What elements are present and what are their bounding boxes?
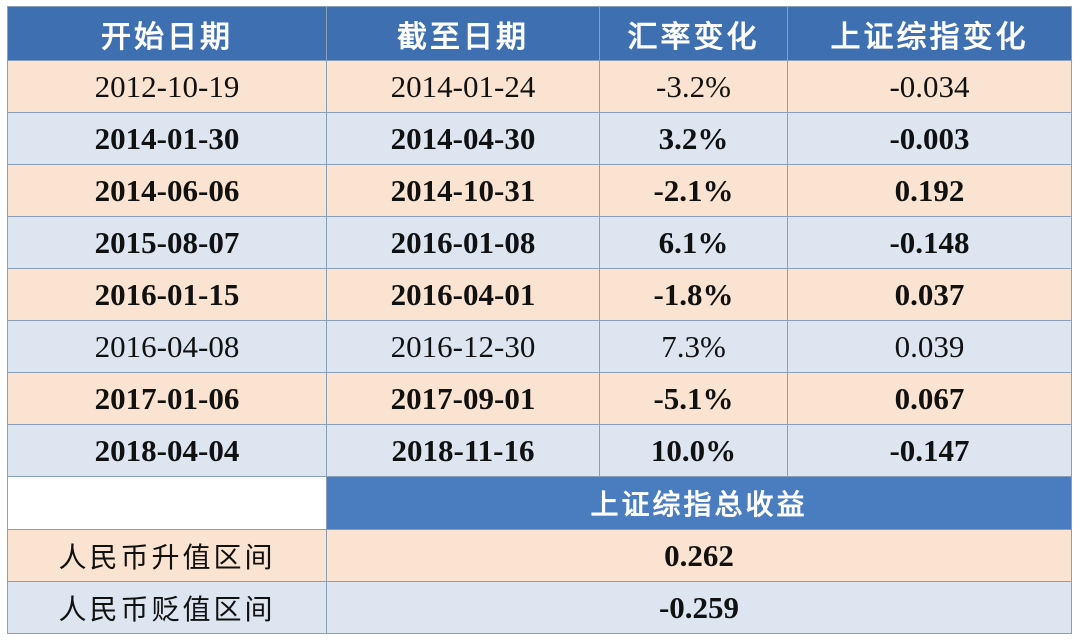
cell-end-date: 2018-11-16 — [326, 424, 600, 477]
cell-end-date: 2016-01-08 — [326, 216, 600, 269]
cell-fx-change: -5.1% — [599, 372, 788, 425]
cell-sse-change: 0.039 — [787, 320, 1072, 373]
cell-fx-change: 7.3% — [599, 320, 788, 373]
cell-end-date: 2014-04-30 — [326, 112, 600, 165]
cell-sse-change: -0.003 — [787, 112, 1072, 165]
cell-sse-change: 0.037 — [787, 268, 1072, 321]
header-sse-change: 上证综指变化 — [787, 6, 1072, 61]
header-end-date: 截至日期 — [326, 6, 600, 61]
cell-sse-change: 0.067 — [787, 372, 1072, 425]
fx-sse-table: 开始日期 截至日期 汇率变化 上证综指变化 2012-10-19 2014-01… — [7, 6, 1072, 634]
cell-start-date: 2017-01-06 — [7, 372, 327, 425]
cell-sse-change: 0.192 — [787, 164, 1072, 217]
cell-start-date: 2016-04-08 — [7, 320, 327, 373]
cell-sse-change: -0.147 — [787, 424, 1072, 477]
cell-end-date: 2017-09-01 — [326, 372, 600, 425]
depreciation-label: 人民币贬值区间 — [7, 581, 327, 634]
summary-row-depreciation: 人民币贬值区间 -0.259 — [7, 581, 1072, 634]
summary-header: 上证综指总收益 — [326, 476, 1072, 530]
cell-start-date: 2015-08-07 — [7, 216, 327, 269]
cell-end-date: 2016-12-30 — [326, 320, 600, 373]
cell-fx-change: 10.0% — [599, 424, 788, 477]
cell-fx-change: -1.8% — [599, 268, 788, 321]
table-row: 2016-04-08 2016-12-30 7.3% 0.039 — [7, 320, 1072, 373]
appreciation-label: 人民币升值区间 — [7, 529, 327, 582]
appreciation-value: 0.262 — [326, 529, 1072, 582]
cell-fx-change: -3.2% — [599, 60, 788, 113]
depreciation-value: -0.259 — [326, 581, 1072, 634]
table-row: 2015-08-07 2016-01-08 6.1% -0.148 — [7, 216, 1072, 269]
table-header-row: 开始日期 截至日期 汇率变化 上证综指变化 — [7, 6, 1072, 61]
cell-end-date: 2014-01-24 — [326, 60, 600, 113]
table-row: 2018-04-04 2018-11-16 10.0% -0.147 — [7, 424, 1072, 477]
cell-end-date: 2014-10-31 — [326, 164, 600, 217]
cell-start-date: 2014-01-30 — [7, 112, 327, 165]
cell-start-date: 2016-01-15 — [7, 268, 327, 321]
cell-start-date: 2012-10-19 — [7, 60, 327, 113]
cell-end-date: 2016-04-01 — [326, 268, 600, 321]
header-fx-change: 汇率变化 — [599, 6, 788, 61]
cell-fx-change: 6.1% — [599, 216, 788, 269]
table-row: 2014-01-30 2014-04-30 3.2% -0.003 — [7, 112, 1072, 165]
cell-sse-change: -0.034 — [787, 60, 1072, 113]
table-row: 2012-10-19 2014-01-24 -3.2% -0.034 — [7, 60, 1072, 113]
summary-header-row: 上证综指总收益 — [7, 476, 1072, 530]
cell-fx-change: -2.1% — [599, 164, 788, 217]
cell-start-date: 2014-06-06 — [7, 164, 327, 217]
summary-row-appreciation: 人民币升值区间 0.262 — [7, 529, 1072, 582]
table-row: 2016-01-15 2016-04-01 -1.8% 0.037 — [7, 268, 1072, 321]
header-start-date: 开始日期 — [7, 6, 327, 61]
table-row: 2014-06-06 2014-10-31 -2.1% 0.192 — [7, 164, 1072, 217]
table-row: 2017-01-06 2017-09-01 -5.1% 0.067 — [7, 372, 1072, 425]
cell-fx-change: 3.2% — [599, 112, 788, 165]
cell-sse-change: -0.148 — [787, 216, 1072, 269]
cell-start-date: 2018-04-04 — [7, 424, 327, 477]
summary-header-blank — [7, 476, 327, 530]
